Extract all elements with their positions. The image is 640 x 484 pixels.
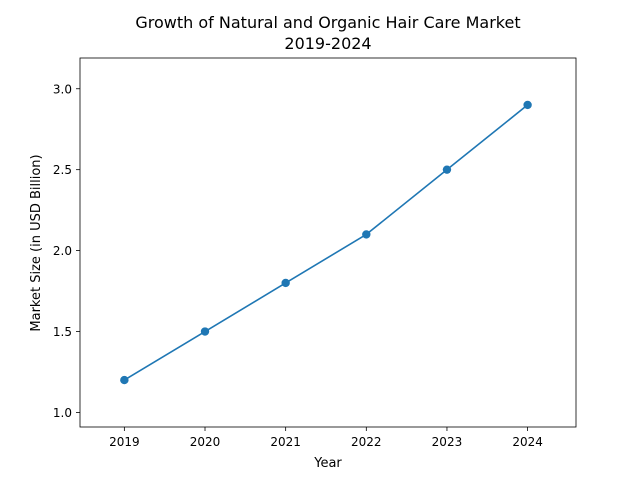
x-tick-label-2019: 2019: [109, 435, 140, 449]
data-point-2023: [442, 165, 452, 174]
y-axis-label: Market Size (in USD Billion): [29, 154, 44, 331]
data-point-2021: [281, 278, 290, 288]
plot-area: 2019 2020 2021 2022 2023 2024 1.0 1.5 2.0 2.5 3.0: [53, 57, 577, 449]
data-point-2024: [523, 100, 532, 110]
data-point-2022: [362, 230, 371, 239]
x-axis-label: Year: [313, 456, 342, 471]
chart-title-line2: 2019-2024: [284, 34, 371, 53]
y-tick-label-1.0: 1.0: [53, 406, 72, 420]
data-point-2020: [200, 327, 210, 336]
x-tick-label-2023: 2023: [432, 435, 463, 449]
data-point-2019: [120, 375, 129, 385]
y-tick-label-2.0: 2.0: [53, 244, 72, 258]
y-tick-label-1.5: 1.5: [53, 325, 72, 339]
chart-title-line1: Growth of Natural and Organic Hair Care …: [135, 13, 520, 32]
x-tick-label-2021: 2021: [270, 435, 301, 449]
series-line-0: [123, 104, 529, 381]
x-tick-label-2022: 2022: [351, 435, 382, 449]
x-tick-label-2024: 2024: [512, 435, 543, 449]
axes-frame: [79, 57, 577, 428]
y-tick-label-3.0: 3.0: [53, 82, 72, 96]
x-tick-label-2020: 2020: [190, 435, 221, 449]
y-tick-label-2.5: 2.5: [53, 163, 72, 177]
